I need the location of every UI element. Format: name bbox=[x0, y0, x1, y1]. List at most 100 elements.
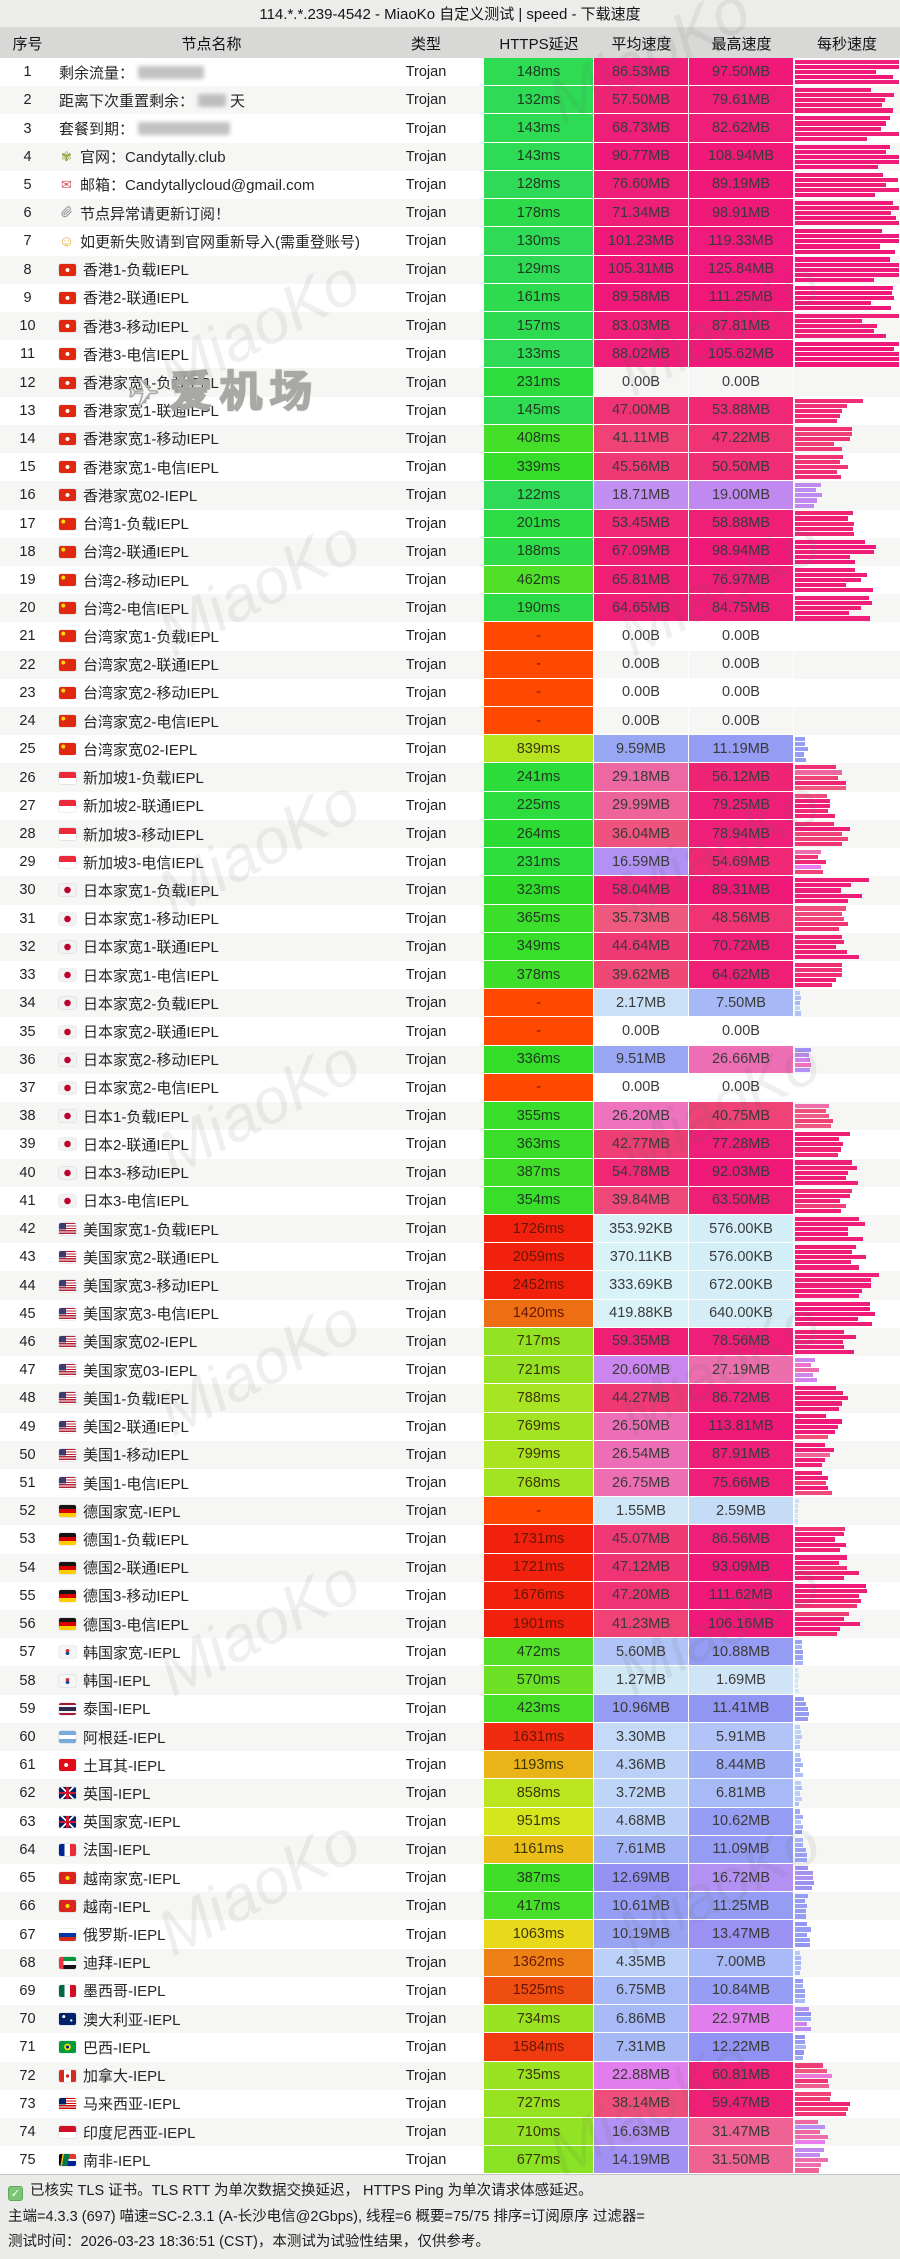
row-number: 50 bbox=[19, 1446, 36, 1463]
row-number: 45 bbox=[19, 1305, 36, 1322]
row-number: 42 bbox=[19, 1221, 36, 1238]
table-row: 66 越南-IEPL Trojan 417ms 10.61MB 11.25MB bbox=[0, 1892, 900, 1921]
table-row: 14 香港家宽1-移动IEPL Trojan 408ms 41.11MB 47.22MB bbox=[0, 424, 900, 454]
node-name: 香港3-移动IEPL bbox=[55, 312, 368, 340]
table-row: 25 台湾家宽02-IEPL Trojan 839ms 9.59MB 11.19MB bbox=[0, 735, 900, 764]
table-row: 31 日本家宽1-移动IEPL Trojan 365ms 35.73MB 48.56MB bbox=[0, 904, 900, 933]
table-row: 1 剩余流量： Trojan 148ms 86.53MB 97.50MB bbox=[0, 58, 900, 87]
node-name-text: 日本家宽1-联通IEPL bbox=[83, 939, 219, 957]
node-name: 美国1-移动IEPL bbox=[55, 1441, 368, 1469]
node-name-text: 越南-IEPL bbox=[83, 1898, 151, 1916]
max-speed: 0.00B bbox=[689, 368, 794, 397]
node-name: 台湾1-负载IEPL bbox=[55, 510, 368, 538]
per-second-speed-sparkline bbox=[794, 1328, 900, 1356]
flag-icon-jp bbox=[59, 969, 76, 982]
https-latency: 2452ms bbox=[484, 1271, 594, 1300]
row-number: 28 bbox=[19, 826, 36, 843]
node-type: Trojan bbox=[405, 1446, 447, 1463]
row-number: 49 bbox=[19, 1418, 36, 1435]
table-row: 32 日本家宽1-联通IEPL Trojan 349ms 44.64MB 70.72MB bbox=[0, 932, 900, 961]
avg-speed: 7.61MB bbox=[594, 1835, 689, 1864]
avg-speed: 36.04MB bbox=[594, 819, 689, 849]
flag-icon-sg bbox=[59, 799, 76, 812]
per-second-speed-sparkline bbox=[794, 284, 900, 312]
per-second-speed-sparkline bbox=[794, 933, 900, 961]
max-speed: 92.03MB bbox=[689, 1158, 794, 1187]
max-speed: 0.00B bbox=[689, 650, 794, 679]
max-speed: 0.00B bbox=[689, 707, 794, 736]
https-latency: 1584ms bbox=[484, 2033, 594, 2062]
per-second-speed-sparkline bbox=[794, 622, 900, 650]
avg-speed: 9.59MB bbox=[594, 735, 689, 764]
https-latency: 378ms bbox=[484, 961, 594, 990]
row-number: 59 bbox=[19, 1700, 36, 1717]
node-type: Trojan bbox=[405, 1785, 447, 1802]
table-row: 6 节点异常请更新订阅！ Trojan 178ms 71.34MB 98.91MB bbox=[0, 199, 900, 228]
node-name-text: 泰国-IEPL bbox=[83, 1701, 151, 1719]
row-number: 44 bbox=[19, 1277, 36, 1294]
node-name-text: 俄罗斯-IEPL bbox=[83, 1927, 166, 1945]
avg-speed: 4.36MB bbox=[594, 1751, 689, 1780]
node-type: Trojan bbox=[405, 1136, 447, 1153]
per-second-speed-sparkline bbox=[794, 1554, 900, 1582]
row-number: 30 bbox=[19, 882, 36, 899]
per-second-speed-sparkline bbox=[794, 566, 900, 594]
node-name-text: 美国1-移动IEPL bbox=[83, 1447, 189, 1465]
avg-speed: 42.77MB bbox=[594, 1130, 689, 1159]
flag-icon-jp bbox=[59, 1194, 76, 1207]
https-latency: 225ms bbox=[484, 791, 594, 820]
node-name-text: 美国家宽1-负载IEPL bbox=[83, 1221, 219, 1239]
https-latency: 1362ms bbox=[484, 1948, 594, 1977]
avg-speed: 7.31MB bbox=[594, 2033, 689, 2062]
table-row: 57 韩国家宽-IEPL Trojan 472ms 5.60MB 10.88MB bbox=[0, 1638, 900, 1667]
table-row: 35 日本家宽2-联通IEPL Trojan -0.00B 0.00B bbox=[0, 1017, 900, 1046]
table-row: 10 香港3-移动IEPL Trojan 157ms 83.03MB 87.81MB bbox=[0, 311, 900, 341]
node-name-text: 英国-IEPL bbox=[83, 1785, 151, 1803]
https-latency: - bbox=[484, 678, 594, 708]
node-name-text: 南非-IEPL bbox=[83, 2152, 151, 2170]
node-name: 美国家宽03-IEPL bbox=[55, 1356, 368, 1384]
https-latency: 1731ms bbox=[484, 1525, 594, 1554]
https-latency: 1525ms bbox=[484, 1976, 594, 2006]
node-type: Trojan bbox=[405, 741, 447, 758]
flag-icon-vn bbox=[59, 1872, 76, 1885]
node-name: 马来西亚-IEPL bbox=[55, 2090, 368, 2118]
node-type: Trojan bbox=[405, 1700, 447, 1717]
avg-speed: 76.60MB bbox=[594, 170, 689, 200]
https-latency: 717ms bbox=[484, 1327, 594, 1357]
flag-icon-ar bbox=[59, 1731, 76, 1744]
node-name: 香港家宽02-IEPL bbox=[55, 481, 368, 509]
avg-speed: 9.51MB bbox=[594, 1045, 689, 1074]
node-name: 新加坡3-移动IEPL bbox=[55, 820, 368, 848]
max-speed: 78.56MB bbox=[689, 1327, 794, 1357]
node-name-text: 美国1-电信IEPL bbox=[83, 1475, 189, 1493]
site-icon: ✾ bbox=[61, 148, 72, 164]
row-number: 21 bbox=[19, 628, 36, 645]
max-speed: 79.61MB bbox=[689, 86, 794, 115]
flag-icon-jp bbox=[59, 1110, 76, 1123]
max-speed: 10.88MB bbox=[689, 1638, 794, 1667]
redacted-text bbox=[138, 65, 205, 79]
node-type: Trojan bbox=[405, 233, 447, 250]
max-speed: 576.00KB bbox=[689, 1243, 794, 1272]
node-name: 套餐到期： bbox=[55, 114, 368, 142]
table-row: 63 英国家宽-IEPL Trojan 951ms 4.68MB 10.62MB bbox=[0, 1807, 900, 1836]
row-number: 23 bbox=[19, 684, 36, 701]
max-speed: 6.81MB bbox=[689, 1779, 794, 1808]
flag-icon-cn bbox=[59, 517, 76, 530]
table-row: 29 新加坡3-电信IEPL Trojan 231ms 16.59MB 54.69MB bbox=[0, 848, 900, 877]
flag-icon-cn bbox=[59, 743, 76, 756]
row-number: 3 bbox=[23, 120, 32, 137]
node-name-text: 日本家宽2-移动IEPL bbox=[83, 1052, 219, 1070]
https-latency: 143ms bbox=[484, 142, 594, 171]
node-type: Trojan bbox=[405, 1587, 447, 1604]
node-name: 台湾2-联通IEPL bbox=[55, 538, 368, 566]
node-name-text: 印度尼西亚-IEPL bbox=[83, 2124, 196, 2142]
max-speed: 89.31MB bbox=[689, 876, 794, 905]
row-number: 24 bbox=[19, 713, 36, 730]
node-type: Trojan bbox=[405, 1757, 447, 1774]
row-number: 9 bbox=[23, 289, 32, 306]
per-second-speed-sparkline bbox=[794, 1723, 900, 1751]
node-name-text: 日本2-联通IEPL bbox=[83, 1136, 189, 1154]
table-row: 23 台湾家宽2-移动IEPL Trojan -0.00B 0.00B bbox=[0, 678, 900, 708]
